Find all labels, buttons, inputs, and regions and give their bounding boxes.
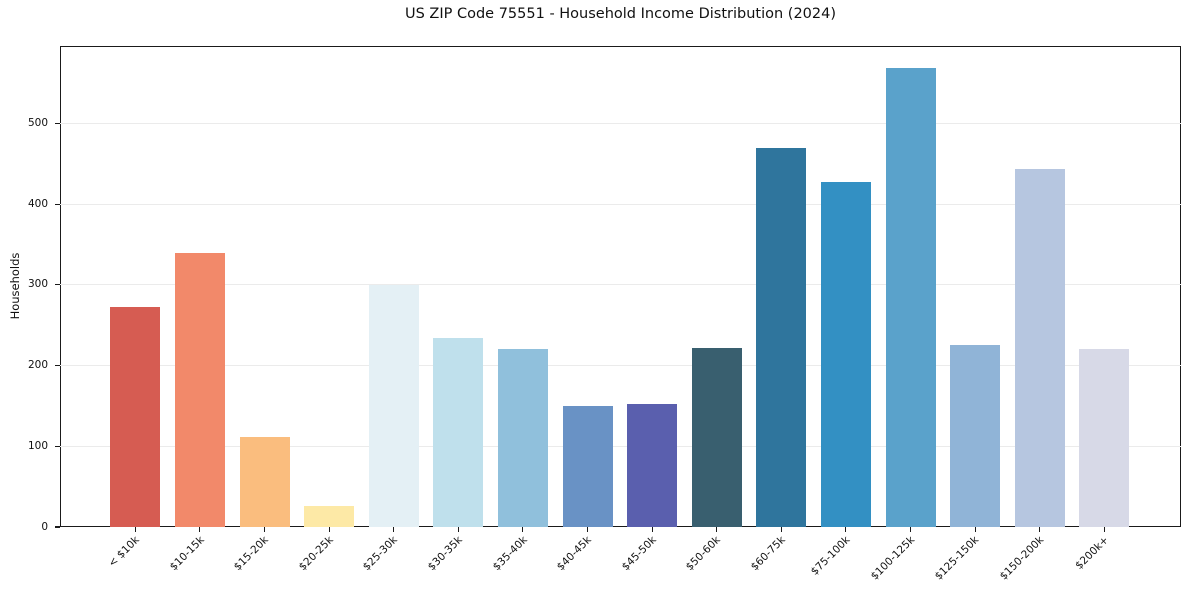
- y-tick-label: 400: [27, 197, 48, 210]
- bar: [174, 253, 225, 527]
- y-tick-mark: [54, 284, 60, 286]
- bar: [368, 284, 419, 527]
- y-tick-label: 300: [27, 278, 48, 291]
- x-tick-label: $125-150k: [933, 534, 982, 583]
- x-tick-label: $25-30k: [361, 534, 401, 574]
- x-tick-label: $30-35k: [425, 534, 465, 574]
- y-tick-label: 100: [27, 439, 48, 452]
- x-tick-label: $50-60k: [684, 534, 724, 574]
- y-tick-mark: [54, 203, 60, 205]
- x-tick-label: $40-45k: [554, 534, 594, 574]
- axes-spines: [60, 46, 1181, 527]
- x-tick-mark: [974, 527, 976, 532]
- gridline: [60, 203, 1181, 205]
- x-tick-mark: [780, 527, 782, 532]
- x-tick-mark: [1039, 527, 1041, 532]
- x-tick-label: $45-50k: [619, 534, 659, 574]
- bar: [110, 306, 161, 527]
- x-tick-mark: [328, 527, 330, 532]
- x-tick-label: $20-25k: [296, 534, 336, 574]
- x-tick-mark: [457, 527, 459, 532]
- bar: [691, 347, 742, 527]
- x-tick-label: $10-15k: [167, 534, 207, 574]
- x-tick-label: $100-125k: [868, 534, 917, 583]
- x-tick-mark: [586, 527, 589, 532]
- bar: [756, 148, 807, 527]
- y-tick-mark: [54, 364, 60, 367]
- bar: [1079, 348, 1130, 527]
- gridline: [60, 284, 1181, 286]
- bar: [627, 404, 678, 527]
- x-tick-mark: [909, 527, 912, 532]
- bar: [433, 338, 484, 527]
- x-tick-label: $75-100k: [808, 534, 853, 578]
- bar: [1014, 169, 1065, 527]
- x-tick-mark: [1103, 527, 1105, 532]
- x-tick-label: $35-40k: [490, 534, 530, 574]
- bar: [304, 506, 355, 527]
- x-tick-mark: [393, 527, 395, 532]
- bar: [497, 349, 548, 527]
- y-tick-mark: [54, 526, 60, 528]
- y-tick-mark: [54, 445, 60, 447]
- bar: [820, 182, 871, 527]
- chart-title: US ZIP Code 75551 - Household Income Dis…: [404, 6, 837, 22]
- bar: [239, 436, 290, 527]
- gridline: [60, 122, 1181, 124]
- bar: [885, 67, 936, 527]
- x-tick-label: $15-20k: [231, 534, 271, 574]
- x-tick-mark: [522, 527, 524, 532]
- x-tick-mark: [134, 527, 136, 532]
- y-tick-label: 0: [41, 520, 48, 533]
- x-tick-label: $60-75k: [748, 534, 788, 574]
- plot-area: 0 100 200 300 400 500 < $10k $10-15k $15-20k $20-…: [28, 46, 1181, 583]
- y-tick-label: 500: [27, 116, 48, 129]
- gridline: [60, 445, 1181, 447]
- x-tick-mark: [845, 527, 847, 532]
- x-tick-label: < $10k: [106, 534, 142, 570]
- y-tick-mark: [54, 122, 60, 125]
- x-tick-mark: [651, 527, 653, 532]
- x-tick-label: $200k+: [1072, 534, 1111, 572]
- x-tick-mark: [716, 527, 718, 532]
- bar: [950, 344, 1001, 527]
- x-tick-label: $150-200k: [997, 534, 1047, 583]
- gridline: [60, 365, 1181, 367]
- x-tick-mark: [199, 527, 201, 532]
- x-tick-mark: [263, 527, 266, 532]
- y-tick-label: 200: [27, 359, 48, 372]
- bar: [562, 405, 613, 527]
